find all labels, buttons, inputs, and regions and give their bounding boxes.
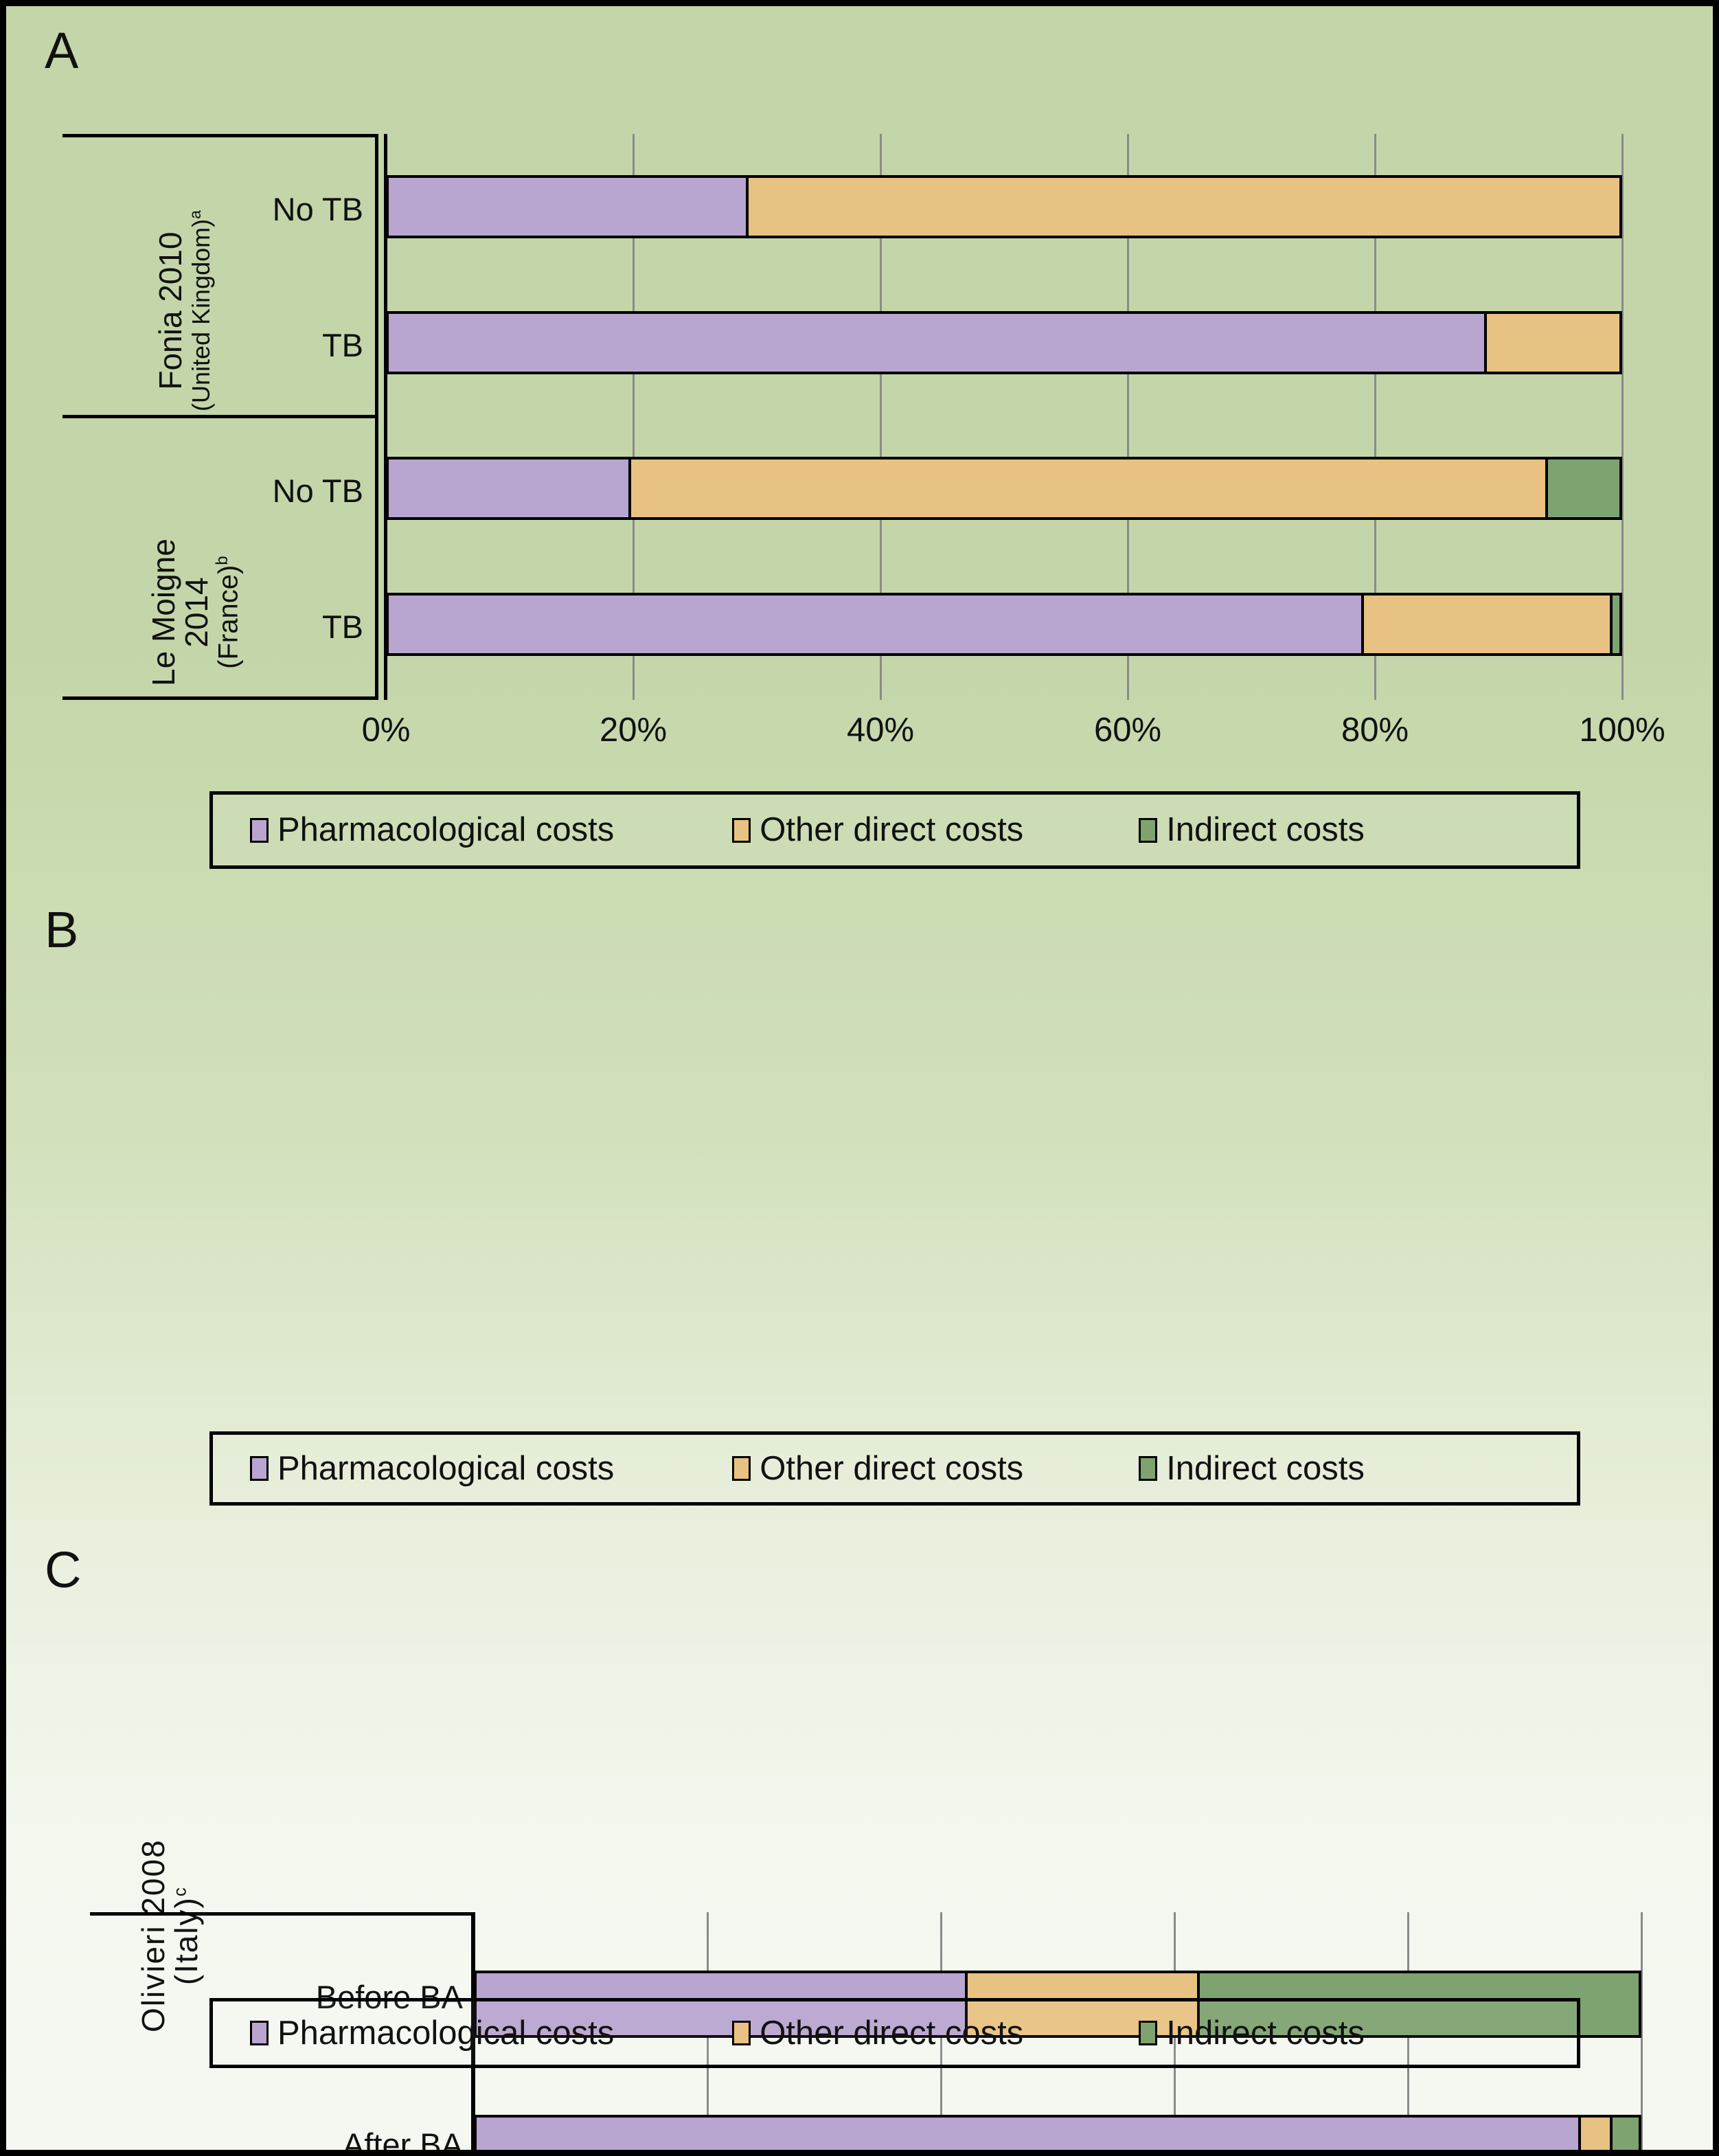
legend-swatch-pharmacological-icon bbox=[250, 2021, 269, 2045]
bar-segment[interactable] bbox=[477, 2118, 1578, 2150]
legend-item-other-direct: Other direct costs bbox=[732, 1449, 1024, 1487]
legend-swatch-other-direct-icon bbox=[732, 817, 751, 843]
bar-segment[interactable] bbox=[389, 178, 746, 236]
bar-stack[interactable] bbox=[386, 457, 1622, 520]
bar-segment[interactable] bbox=[389, 595, 1361, 653]
panel-a-xtick-2: 40% bbox=[846, 712, 915, 749]
legend-label: Indirect costs bbox=[1166, 1449, 1365, 1487]
legend-label: Indirect costs bbox=[1166, 2014, 1365, 2052]
y-axis-line bbox=[472, 1912, 475, 2150]
panel-a-xtick-0: 0% bbox=[361, 712, 411, 749]
legend-item-other-direct: Other direct costs bbox=[732, 813, 1023, 847]
bar-segment[interactable] bbox=[389, 459, 629, 517]
panel-a-xtick-5: 100% bbox=[1579, 712, 1665, 749]
panel-c-chart: Olivieri 2008 (Italy)d −20% 0% 20% 40% 6… bbox=[6, 1538, 1713, 2019]
legend-swatch-pharmacological-icon bbox=[250, 817, 269, 843]
legend-item-indirect: Indirect costs bbox=[1139, 1449, 1365, 1487]
gridline bbox=[1126, 134, 1129, 700]
gridline bbox=[1621, 134, 1624, 700]
bar-segment[interactable] bbox=[1609, 595, 1619, 653]
legend-label: Pharmacological costs bbox=[277, 811, 615, 848]
panel-a-xtick-1: 20% bbox=[599, 712, 668, 749]
panel-b-cat-0: Before BA bbox=[315, 1979, 463, 2015]
panel-letter-c: C bbox=[45, 1541, 82, 1598]
panel-a-label-bracket bbox=[62, 134, 378, 700]
legend-label: Indirect costs bbox=[1166, 811, 1365, 848]
bar-segment[interactable] bbox=[1361, 595, 1610, 653]
bar-segment[interactable] bbox=[1609, 2118, 1639, 2150]
legend-item-indirect: Indirect costs bbox=[1139, 813, 1365, 847]
panel-a-chart: Fonia 2010 (United Kingdom)a Le Moigne 2… bbox=[6, 6, 1713, 892]
bar-segment[interactable] bbox=[964, 1973, 1198, 2035]
legend-item-indirect: Indirect costs bbox=[1139, 2014, 1365, 2052]
legend-swatch-indirect-icon bbox=[1139, 1456, 1158, 1481]
bar-segment[interactable] bbox=[628, 459, 1546, 517]
bar-segment[interactable] bbox=[389, 314, 1484, 372]
bar-stack[interactable] bbox=[386, 311, 1622, 374]
panel-a-cat-1: TB bbox=[321, 327, 363, 363]
panel-b-legend: Pharmacological costs Other direct costs… bbox=[209, 1431, 1580, 1506]
gridline bbox=[879, 134, 882, 700]
panel-a-xtick-4: 80% bbox=[1341, 712, 1409, 749]
legend-swatch-other-direct-icon bbox=[732, 2021, 751, 2045]
panel-b-cat-1: After BA bbox=[342, 2126, 463, 2156]
legend-label: Other direct costs bbox=[760, 1449, 1024, 1487]
legend-item-pharmacological: Pharmacological costs bbox=[250, 2014, 615, 2052]
bar-segment[interactable] bbox=[1483, 314, 1619, 372]
panel-a-legend: Pharmacological costs Other direct costs… bbox=[209, 791, 1580, 869]
bar-stack[interactable] bbox=[474, 1971, 1641, 2038]
bar-segment[interactable] bbox=[1578, 2118, 1610, 2150]
panel-c-legend: Pharmacological costs Other direct costs… bbox=[209, 1998, 1580, 2068]
legend-label: Pharmacological costs bbox=[277, 2014, 615, 2052]
bar-segment[interactable] bbox=[1197, 1973, 1639, 2035]
gridline bbox=[632, 134, 635, 700]
legend-swatch-other-direct-icon bbox=[732, 1456, 751, 1481]
y-axis-line bbox=[384, 134, 387, 700]
panel-b-plot-area bbox=[472, 1912, 1643, 2150]
gridline bbox=[1374, 134, 1376, 700]
legend-swatch-indirect-icon bbox=[1139, 817, 1158, 843]
bar-segment[interactable] bbox=[477, 1973, 965, 2035]
legend-label: Other direct costs bbox=[760, 2014, 1024, 2052]
legend-swatch-indirect-icon bbox=[1139, 2021, 1158, 2045]
panel-a-cat-3: TB bbox=[321, 609, 363, 645]
panel-b-chart: Olivieri 2008 (Italy)c Before BA After B… bbox=[6, 892, 1713, 2150]
bar-segment[interactable] bbox=[1545, 459, 1619, 517]
legend-item-other-direct: Other direct costs bbox=[732, 2014, 1024, 2052]
legend-label: Pharmacological costs bbox=[277, 1449, 615, 1487]
panel-a-plot-area bbox=[384, 134, 1624, 700]
legend-item-pharmacological: Pharmacological costs bbox=[250, 1449, 615, 1487]
legend-label: Other direct costs bbox=[760, 811, 1024, 848]
gridline bbox=[1640, 1912, 1643, 2150]
legend-swatch-pharmacological-icon bbox=[250, 1456, 269, 1481]
bar-stack[interactable] bbox=[386, 593, 1622, 656]
panel-a-cat-0: No TB bbox=[272, 191, 363, 227]
legend-item-pharmacological: Pharmacological costs bbox=[250, 813, 614, 847]
bar-stack[interactable] bbox=[386, 175, 1622, 238]
panel-letter-b: B bbox=[45, 901, 79, 958]
bar-segment[interactable] bbox=[745, 178, 1619, 236]
panel-a-xtick-3: 60% bbox=[1093, 712, 1162, 749]
panel-a-cat-2: No TB bbox=[272, 473, 363, 509]
bar-stack[interactable] bbox=[474, 2115, 1641, 2150]
panel-letter-a: A bbox=[45, 22, 79, 79]
